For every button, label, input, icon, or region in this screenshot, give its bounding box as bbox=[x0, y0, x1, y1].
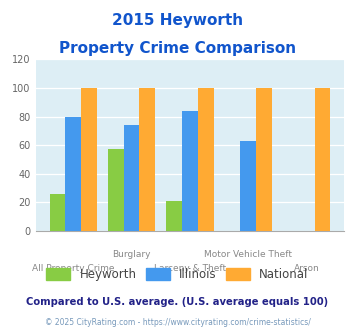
Text: Larceny & Theft: Larceny & Theft bbox=[154, 264, 226, 273]
Legend: Heyworth, Illinois, National: Heyworth, Illinois, National bbox=[42, 263, 313, 286]
Text: 2015 Heyworth: 2015 Heyworth bbox=[112, 13, 243, 28]
Bar bbox=[108, 149, 124, 231]
Bar bbox=[166, 201, 182, 231]
Bar bbox=[315, 88, 330, 231]
Text: Burglary: Burglary bbox=[112, 250, 151, 259]
Text: © 2025 CityRating.com - https://www.cityrating.com/crime-statistics/: © 2025 CityRating.com - https://www.city… bbox=[45, 318, 310, 327]
Bar bbox=[124, 125, 140, 231]
Bar bbox=[198, 88, 214, 231]
Bar bbox=[81, 88, 97, 231]
Text: Arson: Arson bbox=[294, 264, 320, 273]
Bar bbox=[240, 141, 256, 231]
Bar bbox=[182, 111, 198, 231]
Text: Compared to U.S. average. (U.S. average equals 100): Compared to U.S. average. (U.S. average … bbox=[26, 297, 329, 307]
Bar bbox=[65, 116, 81, 231]
Bar bbox=[140, 88, 155, 231]
Bar bbox=[50, 194, 65, 231]
Text: Motor Vehicle Theft: Motor Vehicle Theft bbox=[204, 250, 292, 259]
Text: All Property Crime: All Property Crime bbox=[32, 264, 114, 273]
Bar bbox=[256, 88, 272, 231]
Text: Property Crime Comparison: Property Crime Comparison bbox=[59, 41, 296, 56]
